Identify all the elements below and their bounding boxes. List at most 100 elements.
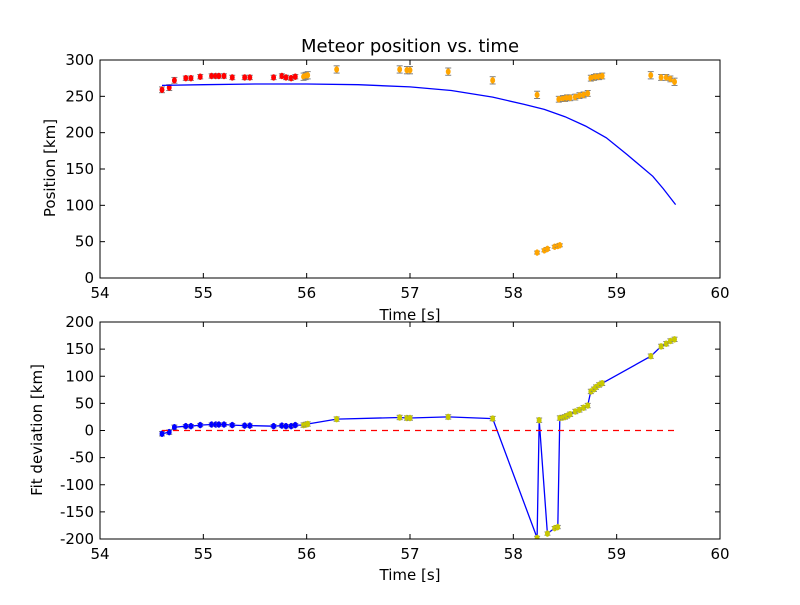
y-tick-label: -50 <box>70 449 95 467</box>
x-tick-label: 57 <box>400 284 419 302</box>
x-tick-label: 59 <box>607 284 626 302</box>
data-point <box>246 422 253 429</box>
data-point <box>489 415 496 422</box>
data-point <box>671 77 678 86</box>
data-marker <box>490 415 496 422</box>
data-marker <box>242 422 248 429</box>
x-tick-label: 60 <box>710 545 729 563</box>
data-marker <box>445 68 451 75</box>
y-tick-label: 100 <box>65 367 94 385</box>
data-point <box>333 415 340 423</box>
data-marker <box>334 415 340 423</box>
data-marker <box>407 66 413 74</box>
data-point <box>270 74 277 81</box>
x-tick-label: 54 <box>90 284 109 302</box>
data-point <box>536 416 543 424</box>
data-point <box>333 65 340 74</box>
data-point <box>567 410 574 418</box>
data-point <box>187 74 194 82</box>
x-tick-label: 58 <box>504 545 523 563</box>
data-marker <box>544 245 550 253</box>
y-tick-label: 50 <box>75 394 94 412</box>
data-point <box>304 420 311 428</box>
data-marker <box>555 523 561 531</box>
data-marker <box>197 421 203 429</box>
data-point <box>215 421 222 428</box>
data-point <box>292 73 299 80</box>
data-marker <box>159 430 165 438</box>
data-marker <box>672 336 677 343</box>
data-point <box>270 422 277 430</box>
y-tick-label: 250 <box>65 87 94 105</box>
data-point <box>241 74 248 81</box>
data-marker <box>599 380 605 387</box>
data-point <box>288 74 295 82</box>
data-point <box>166 428 173 436</box>
data-point <box>572 93 579 101</box>
y-tick-label: 100 <box>65 196 94 214</box>
data-point <box>221 421 227 428</box>
data-point <box>647 71 654 80</box>
data-marker <box>188 422 194 430</box>
data-marker <box>229 421 235 429</box>
data-marker <box>572 408 578 415</box>
data-marker <box>557 242 563 249</box>
position-panel: Meteor position vs. time Time [s] Positi… <box>41 36 730 324</box>
data-marker <box>171 77 177 84</box>
data-point <box>658 74 665 81</box>
data-marker <box>188 74 194 82</box>
data-point <box>658 343 665 350</box>
data-point <box>197 73 204 80</box>
x-tick-label: 56 <box>297 284 316 302</box>
y-tick-label: 150 <box>65 160 94 178</box>
data-point <box>584 402 591 409</box>
y-tick-label: 200 <box>65 313 94 331</box>
data-point <box>283 74 289 81</box>
data-marker <box>658 74 664 81</box>
data-marker <box>221 421 227 428</box>
data-marker <box>166 428 172 436</box>
data-marker <box>279 72 285 80</box>
x-tick-label: 57 <box>400 545 419 563</box>
data-point <box>197 421 204 429</box>
data-marker <box>292 73 298 80</box>
data-marker <box>305 72 311 79</box>
data-marker <box>283 422 289 430</box>
data-point <box>534 90 541 100</box>
y-tick-label: 0 <box>84 422 94 440</box>
x-tick-label: 58 <box>504 284 523 302</box>
deviation-panel: Time [s] Fit deviation [km] 54 55 56 57 58 59… <box>28 313 730 584</box>
data-point <box>554 523 561 531</box>
data-marker <box>247 422 253 429</box>
y-tick-label: -200 <box>60 530 94 548</box>
data-point <box>407 66 413 75</box>
data-point <box>584 90 591 97</box>
data-point <box>171 76 178 84</box>
data-point <box>567 94 574 102</box>
x-axis-label: Time [s] <box>379 566 441 584</box>
plot-data <box>159 336 678 539</box>
y-tick-label: 0 <box>84 269 94 287</box>
y-tick-label: 300 <box>65 51 94 69</box>
data-marker <box>581 91 587 99</box>
data-point <box>647 352 654 360</box>
data-marker <box>490 77 496 84</box>
data-marker <box>283 74 289 81</box>
data-point <box>229 421 236 429</box>
data-point <box>599 72 606 80</box>
data-point <box>544 530 551 537</box>
data-marker <box>648 352 654 360</box>
x-tick-label: 59 <box>607 545 626 563</box>
x-axis-label: Time [s] <box>379 306 441 324</box>
data-marker <box>534 249 540 256</box>
data-marker <box>166 84 172 91</box>
data-marker <box>397 414 403 421</box>
data-point <box>171 423 178 431</box>
data-marker <box>672 78 677 86</box>
data-marker <box>159 86 165 94</box>
y-axis-label: Position [km] <box>41 119 59 217</box>
data-point <box>445 413 452 421</box>
data-point <box>283 422 289 430</box>
